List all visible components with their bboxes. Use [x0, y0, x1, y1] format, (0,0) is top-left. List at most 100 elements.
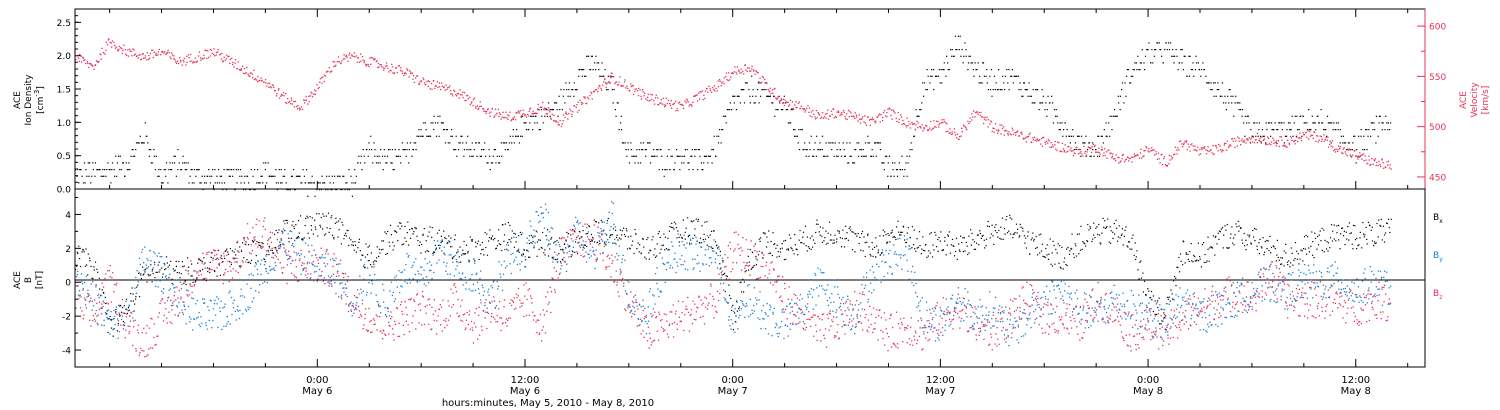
density-point	[226, 169, 228, 171]
density-point	[421, 135, 423, 137]
bz-point	[1048, 325, 1050, 327]
density-point	[447, 142, 449, 144]
density-point	[663, 175, 665, 177]
velocity-point	[567, 118, 569, 120]
velocity-point	[200, 59, 202, 61]
by-point	[186, 289, 188, 291]
bz-point	[1198, 315, 1200, 317]
bz-point	[1087, 305, 1089, 307]
bz-point	[1182, 312, 1184, 314]
density-point	[1248, 122, 1250, 124]
bz-point	[606, 255, 608, 258]
velocity-point	[522, 109, 524, 111]
bz-point	[119, 315, 121, 317]
density-point	[640, 149, 643, 151]
bz-point	[236, 257, 238, 259]
velocity-point	[498, 112, 501, 114]
b-tick-label: 2	[65, 245, 71, 255]
by-point	[196, 299, 198, 302]
bz-point	[389, 325, 391, 327]
bz-point	[701, 304, 703, 306]
velocity-point	[595, 89, 597, 91]
bz-point	[1199, 310, 1201, 312]
density-point	[165, 162, 168, 164]
bz-point	[1266, 278, 1268, 280]
bz-point	[1318, 315, 1321, 317]
density-point	[566, 89, 568, 91]
velocity-point	[521, 113, 524, 116]
bz-point	[640, 333, 642, 335]
velocity-point	[290, 103, 292, 105]
velocity-point	[721, 82, 723, 84]
by-point	[236, 309, 238, 311]
density-point	[196, 169, 198, 171]
velocity-point	[433, 79, 435, 82]
bz-point	[1026, 304, 1029, 306]
velocity-point	[1045, 143, 1047, 145]
density-point	[1286, 129, 1288, 131]
bz-point	[1348, 297, 1350, 300]
bz-point	[1217, 296, 1219, 298]
density-point	[485, 155, 487, 157]
bz-point	[311, 255, 313, 257]
bz-point	[920, 317, 922, 319]
velocity-point	[310, 91, 312, 93]
bz-point	[213, 250, 216, 252]
by-point	[212, 319, 214, 322]
density-point	[520, 115, 522, 117]
density-point	[1166, 49, 1168, 51]
velocity-point	[121, 47, 123, 50]
density-point	[592, 69, 594, 71]
density-point	[630, 142, 632, 144]
bz-point	[1033, 291, 1035, 293]
density-point	[855, 149, 857, 151]
velocity-point	[784, 99, 786, 101]
density-point	[504, 149, 506, 151]
bz-point	[1065, 314, 1067, 317]
bz-point	[562, 259, 564, 261]
density-point	[1339, 129, 1341, 131]
bz-point	[202, 252, 204, 254]
bz-point	[736, 262, 738, 264]
bz-point	[1183, 315, 1186, 317]
velocity-point	[920, 127, 922, 129]
velocity-point	[1370, 163, 1372, 166]
velocity-point	[1268, 137, 1270, 139]
velocity-point	[406, 68, 408, 70]
velocity-point	[707, 91, 709, 93]
density-point	[751, 75, 753, 77]
bz-point	[897, 347, 899, 349]
velocity-point	[437, 86, 439, 89]
bz-point	[774, 281, 776, 283]
bz-point	[1138, 347, 1140, 349]
velocity-point	[1155, 153, 1157, 155]
density-point	[377, 162, 379, 164]
density-point	[1031, 102, 1033, 104]
velocity-point	[1357, 158, 1359, 160]
bz-point	[1356, 319, 1358, 321]
bz-point	[1017, 324, 1019, 326]
velocity-point	[1186, 148, 1188, 151]
by-point	[108, 318, 110, 320]
velocity-point	[1216, 147, 1218, 149]
bz-point	[1100, 300, 1102, 302]
density-point	[618, 129, 620, 131]
velocity-point	[499, 113, 501, 115]
bz-point	[814, 314, 816, 316]
bz-point	[364, 317, 366, 320]
bz-point	[1123, 339, 1125, 342]
velocity-point	[267, 82, 269, 84]
density-point	[137, 142, 139, 144]
velocity-point	[559, 119, 561, 122]
velocity-point	[630, 85, 632, 88]
velocity-point	[1014, 132, 1016, 134]
bz-point	[669, 323, 671, 325]
velocity-point	[1185, 141, 1187, 143]
velocity-point	[909, 127, 912, 129]
velocity-point	[428, 81, 430, 83]
density-point	[803, 149, 805, 151]
velocity-point	[923, 127, 925, 129]
bz-point	[91, 300, 93, 302]
density-point	[907, 162, 909, 164]
velocity-point	[1324, 139, 1326, 141]
